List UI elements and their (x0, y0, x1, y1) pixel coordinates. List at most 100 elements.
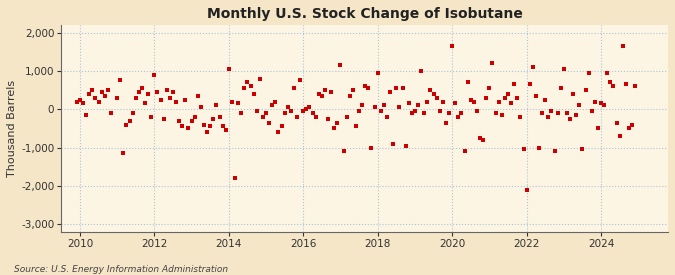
Point (506, 101, 516, 106)
Point (428, 92, 439, 96)
Point (599, 103, 610, 108)
Point (357, 103, 368, 108)
Point (335, 63, 346, 67)
Point (251, 109, 262, 113)
Point (288, 86, 299, 90)
Point (103, 88, 113, 92)
Y-axis label: Thousand Barrels: Thousand Barrels (7, 80, 17, 177)
Point (323, 117, 333, 121)
Point (618, 44, 628, 48)
Point (227, 99, 238, 104)
Point (161, 88, 172, 92)
Point (217, 124, 228, 129)
Point (381, 115, 392, 119)
Point (518, 147, 529, 152)
Point (360, 84, 371, 89)
Point (443, 111, 454, 115)
Point (230, 176, 240, 180)
Point (614, 134, 625, 138)
Point (183, 126, 194, 131)
Point (180, 97, 191, 102)
Point (149, 73, 160, 77)
Point (298, 109, 308, 113)
Point (158, 117, 169, 121)
Point (165, 95, 176, 100)
Point (270, 99, 281, 104)
Point (487, 61, 498, 65)
Point (472, 109, 483, 113)
Point (264, 120, 275, 125)
Point (87, 88, 98, 92)
Text: Source: U.S. Energy Information Administration: Source: U.S. Energy Information Administ… (14, 265, 227, 274)
Point (568, 92, 578, 96)
Point (574, 103, 585, 108)
Point (189, 115, 200, 119)
Point (412, 103, 423, 108)
Point (373, 71, 383, 75)
Point (128, 111, 138, 115)
Point (468, 99, 479, 104)
Point (196, 105, 207, 109)
Point (496, 113, 507, 117)
Point (220, 128, 231, 133)
Point (589, 99, 600, 104)
Point (348, 88, 358, 92)
Point (211, 103, 222, 108)
Point (121, 122, 132, 127)
Point (608, 84, 619, 89)
Point (167, 90, 178, 94)
Point (546, 109, 557, 113)
Point (422, 99, 433, 104)
Point (192, 94, 203, 98)
Point (202, 130, 213, 134)
Point (267, 103, 277, 108)
Point (326, 90, 337, 94)
Point (475, 136, 485, 140)
Point (208, 117, 219, 121)
Point (425, 88, 436, 92)
Point (301, 107, 312, 111)
Point (369, 105, 380, 109)
Point (558, 67, 569, 71)
Point (258, 115, 269, 119)
Point (527, 65, 538, 69)
Point (214, 115, 225, 119)
Point (404, 101, 414, 106)
Point (177, 124, 188, 129)
Point (416, 69, 427, 73)
Point (319, 88, 330, 92)
Point (503, 92, 514, 96)
Point (521, 188, 532, 192)
Point (493, 99, 504, 104)
Point (72, 99, 82, 104)
Point (99, 94, 110, 98)
Point (462, 80, 473, 85)
Point (593, 126, 603, 131)
Point (155, 97, 166, 102)
Point (534, 145, 545, 150)
Point (571, 113, 582, 117)
Point (134, 90, 144, 94)
Point (434, 109, 445, 113)
Point (332, 120, 343, 125)
Point (97, 90, 107, 94)
Point (385, 90, 396, 94)
Point (242, 80, 253, 85)
Point (450, 101, 460, 106)
Point (74, 97, 85, 102)
Point (112, 95, 123, 100)
Point (459, 149, 470, 153)
Point (142, 92, 153, 96)
Point (245, 84, 256, 89)
Point (543, 115, 554, 119)
Point (481, 95, 491, 100)
Point (136, 86, 147, 90)
Point (350, 124, 361, 129)
Point (344, 94, 355, 98)
Point (391, 86, 402, 90)
Point (313, 92, 324, 96)
Point (236, 111, 246, 115)
Point (509, 82, 520, 87)
Point (338, 149, 349, 153)
Point (304, 105, 315, 109)
